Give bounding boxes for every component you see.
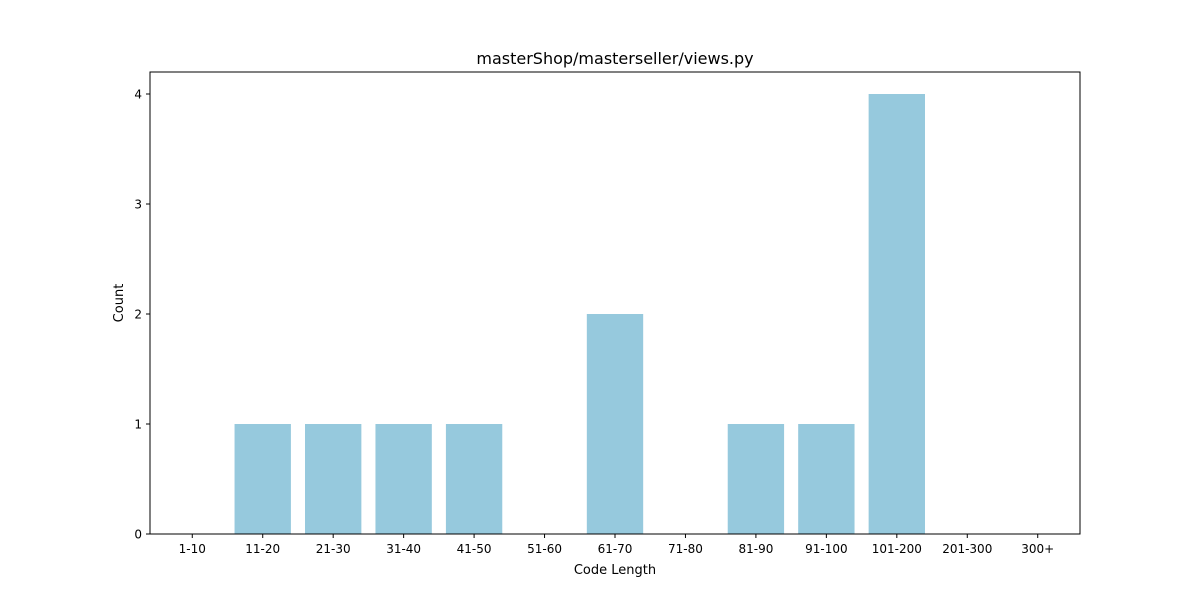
x-tick-label: 41-50 bbox=[457, 542, 492, 556]
x-tick-label: 1-10 bbox=[179, 542, 206, 556]
y-tick-label: 2 bbox=[134, 308, 142, 322]
bar-31-40 bbox=[375, 424, 432, 534]
bar-81-90 bbox=[727, 424, 785, 534]
bar-21-30 bbox=[305, 424, 362, 534]
x-tick-label: 101-200 bbox=[872, 542, 922, 556]
x-tick-label: 61-70 bbox=[598, 542, 633, 556]
bar-91-100 bbox=[798, 424, 855, 534]
x-tick-label: 11-20 bbox=[245, 542, 280, 556]
x-tick-label: 91-100 bbox=[805, 542, 848, 556]
y-ticks: 0 1 2 3 4 bbox=[134, 88, 150, 542]
bar-41-50 bbox=[445, 424, 503, 534]
bar-61-70 bbox=[586, 314, 644, 534]
x-tick-label: 300+ bbox=[1021, 542, 1054, 556]
y-axis-label: Count bbox=[112, 284, 127, 323]
y-tick-label: 0 bbox=[134, 528, 142, 542]
x-ticks: 1-10 11-20 21-30 31-40 41-50 51-60 61-70 71-80 8… bbox=[179, 534, 1054, 556]
x-tick-label: 81-90 bbox=[738, 542, 773, 556]
y-tick-label: 3 bbox=[134, 198, 142, 212]
bar-101-200 bbox=[868, 94, 925, 534]
x-axis-label: Code Length bbox=[574, 563, 656, 578]
x-tick-label: 51-60 bbox=[527, 542, 562, 556]
x-tick-label: 201-300 bbox=[942, 542, 992, 556]
x-tick-label: 71-80 bbox=[668, 542, 703, 556]
x-tick-label: 21-30 bbox=[316, 542, 351, 556]
bars-layer bbox=[234, 94, 925, 534]
chart-title: masterShop/masterseller/views.py bbox=[476, 49, 753, 68]
bar-11-20 bbox=[234, 424, 291, 534]
y-tick-label: 1 bbox=[134, 418, 142, 432]
x-tick-label: 31-40 bbox=[386, 542, 421, 556]
y-tick-label: 4 bbox=[134, 88, 142, 102]
